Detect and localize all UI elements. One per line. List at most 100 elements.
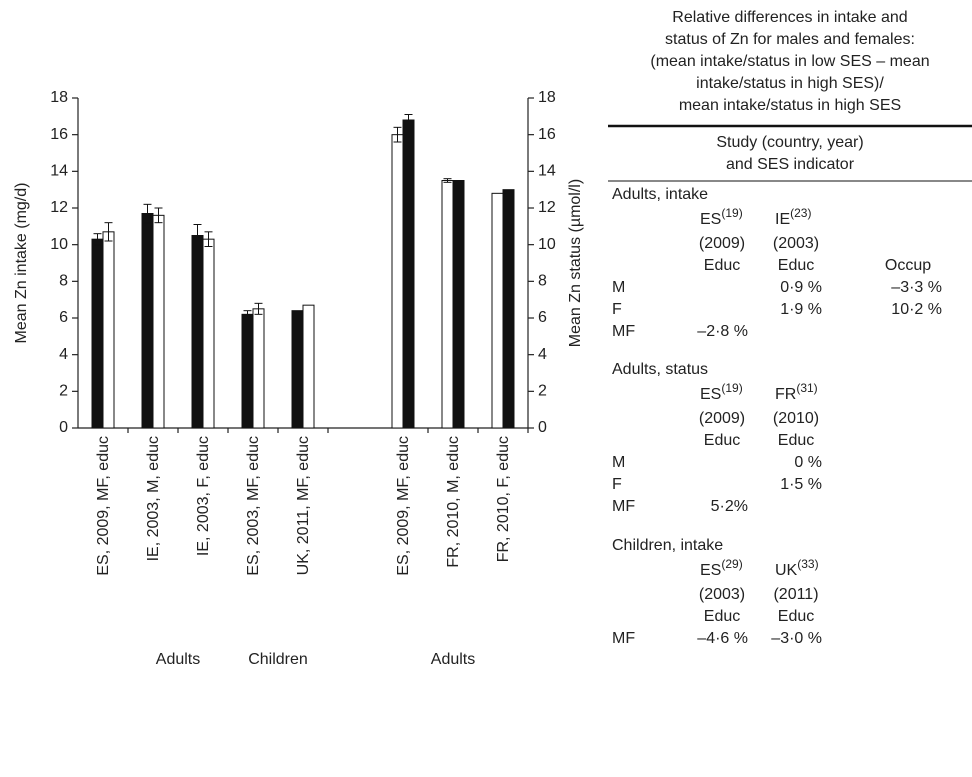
error-bar bbox=[93, 233, 102, 246]
bar bbox=[102, 231, 115, 429]
y2-axis-label: Mean Zn status (µmol/l) bbox=[567, 179, 584, 347]
x-tick-label: IE, 2003, F, educ bbox=[195, 436, 212, 556]
x-tick-label: FR, 2010, F, educ bbox=[495, 436, 512, 562]
table-title: status of Zn for males and females: bbox=[665, 31, 915, 48]
y2-tick-label: 12 bbox=[538, 199, 556, 216]
x-tick-label: IE, 2003, M, educ bbox=[145, 436, 162, 561]
x-tick-label: UK, 2011, MF, educ bbox=[295, 436, 312, 575]
error-bar bbox=[193, 224, 202, 247]
bar bbox=[191, 235, 204, 429]
study-code: UK(33) bbox=[775, 557, 819, 579]
bar bbox=[391, 134, 404, 429]
y2-tick-label: 8 bbox=[538, 273, 547, 290]
bar bbox=[252, 308, 265, 429]
row-label: MF bbox=[612, 630, 635, 647]
error-bar bbox=[154, 207, 163, 224]
group-label: Adults bbox=[431, 651, 475, 668]
section-title: Adults, intake bbox=[612, 186, 708, 203]
bar bbox=[502, 189, 515, 429]
study-ref: (31) bbox=[796, 381, 817, 395]
group-label: Adults bbox=[156, 651, 200, 668]
table-cell: 0 % bbox=[794, 454, 822, 471]
section-title: Adults, status bbox=[612, 361, 708, 378]
error-bar bbox=[104, 222, 113, 242]
table-cell: 0·9 % bbox=[780, 279, 822, 296]
study-ref: (29) bbox=[721, 557, 742, 571]
study-year: (2010) bbox=[773, 410, 819, 427]
study-country: ES bbox=[700, 562, 721, 579]
y-tick-label: 14 bbox=[50, 163, 68, 180]
y-tick-label: 16 bbox=[50, 126, 68, 143]
table-cell: –3·3 % bbox=[891, 279, 942, 296]
ses-indicator: Educ bbox=[704, 608, 740, 625]
y-tick-label: 4 bbox=[59, 346, 68, 363]
bar bbox=[302, 304, 315, 429]
study-ref: (23) bbox=[790, 206, 811, 220]
section-title: Children, intake bbox=[612, 537, 723, 554]
ses-indicator: Educ bbox=[704, 432, 740, 449]
study-ref: (33) bbox=[797, 557, 818, 571]
table-title: (mean intake/status in low SES – mean bbox=[650, 53, 929, 70]
ses-indicator: Educ bbox=[704, 257, 740, 274]
error-bar bbox=[393, 126, 402, 143]
row-label: MF bbox=[612, 498, 635, 515]
y2-tick-label: 4 bbox=[538, 346, 547, 363]
study-ref: (19) bbox=[721, 381, 742, 395]
bar bbox=[291, 310, 304, 429]
y-axis-label: Mean Zn intake (mg/d) bbox=[13, 183, 30, 344]
study-year: (2009) bbox=[699, 410, 745, 427]
table-title: intake/status in high SES)/ bbox=[696, 75, 884, 92]
y2-tick-label: 2 bbox=[538, 383, 547, 400]
row-label: MF bbox=[612, 323, 635, 340]
study-country: UK bbox=[775, 562, 798, 579]
x-tick-label: ES, 2003, MF, educ bbox=[245, 436, 262, 576]
x-tick-label: FR, 2010, M, educ bbox=[445, 436, 462, 568]
error-bar bbox=[204, 231, 213, 247]
y-tick-label: 2 bbox=[59, 383, 68, 400]
y-tick-label: 18 bbox=[50, 89, 68, 106]
ses-indicator: Educ bbox=[778, 608, 814, 625]
table-header: and SES indicator bbox=[726, 156, 855, 173]
y2-tick-label: 6 bbox=[538, 309, 547, 326]
y2-tick-label: 14 bbox=[538, 163, 556, 180]
error-bar bbox=[404, 114, 413, 126]
bar bbox=[152, 214, 165, 429]
bar bbox=[202, 238, 215, 429]
y-tick-label: 12 bbox=[50, 199, 68, 216]
y2-tick-label: 16 bbox=[538, 126, 556, 143]
error-bar bbox=[143, 203, 152, 224]
study-ref: (19) bbox=[721, 206, 742, 220]
y2-tick-label: 0 bbox=[538, 419, 547, 436]
y-tick-label: 6 bbox=[59, 309, 68, 326]
ses-indicator: Educ bbox=[778, 257, 814, 274]
bar bbox=[241, 313, 254, 429]
table-cell: –2·8 % bbox=[697, 323, 748, 340]
study-country: ES bbox=[700, 386, 721, 403]
bar bbox=[491, 192, 504, 429]
table-cell: –3·0 % bbox=[771, 630, 822, 647]
study-country: ES bbox=[700, 211, 721, 228]
table-title: Relative differences in intake and bbox=[672, 9, 907, 26]
study-year: (2009) bbox=[699, 235, 745, 252]
bar bbox=[141, 213, 154, 429]
group-label: Children bbox=[248, 651, 308, 668]
study-code: IE(23) bbox=[775, 206, 811, 228]
table-cell: 1·9 % bbox=[780, 301, 822, 318]
y-tick-label: 10 bbox=[50, 236, 68, 253]
study-code: FR(31) bbox=[775, 381, 818, 403]
y-tick-label: 8 bbox=[59, 273, 68, 290]
x-tick-label: ES, 2009, MF, educ bbox=[395, 436, 412, 576]
table-cell: –4·6 % bbox=[697, 630, 748, 647]
study-year: (2003) bbox=[699, 586, 745, 603]
row-label: F bbox=[612, 476, 622, 493]
study-year: (2011) bbox=[773, 586, 818, 603]
study-country: FR bbox=[775, 386, 796, 403]
error-bar bbox=[243, 310, 252, 319]
ses-indicator: Educ bbox=[778, 432, 814, 449]
x-tick-label: ES, 2009, MF, educ bbox=[95, 436, 112, 576]
study-code: ES(19) bbox=[700, 381, 743, 403]
bar bbox=[402, 119, 415, 429]
study-code: ES(19) bbox=[700, 206, 743, 228]
y2-tick-label: 18 bbox=[538, 89, 556, 106]
